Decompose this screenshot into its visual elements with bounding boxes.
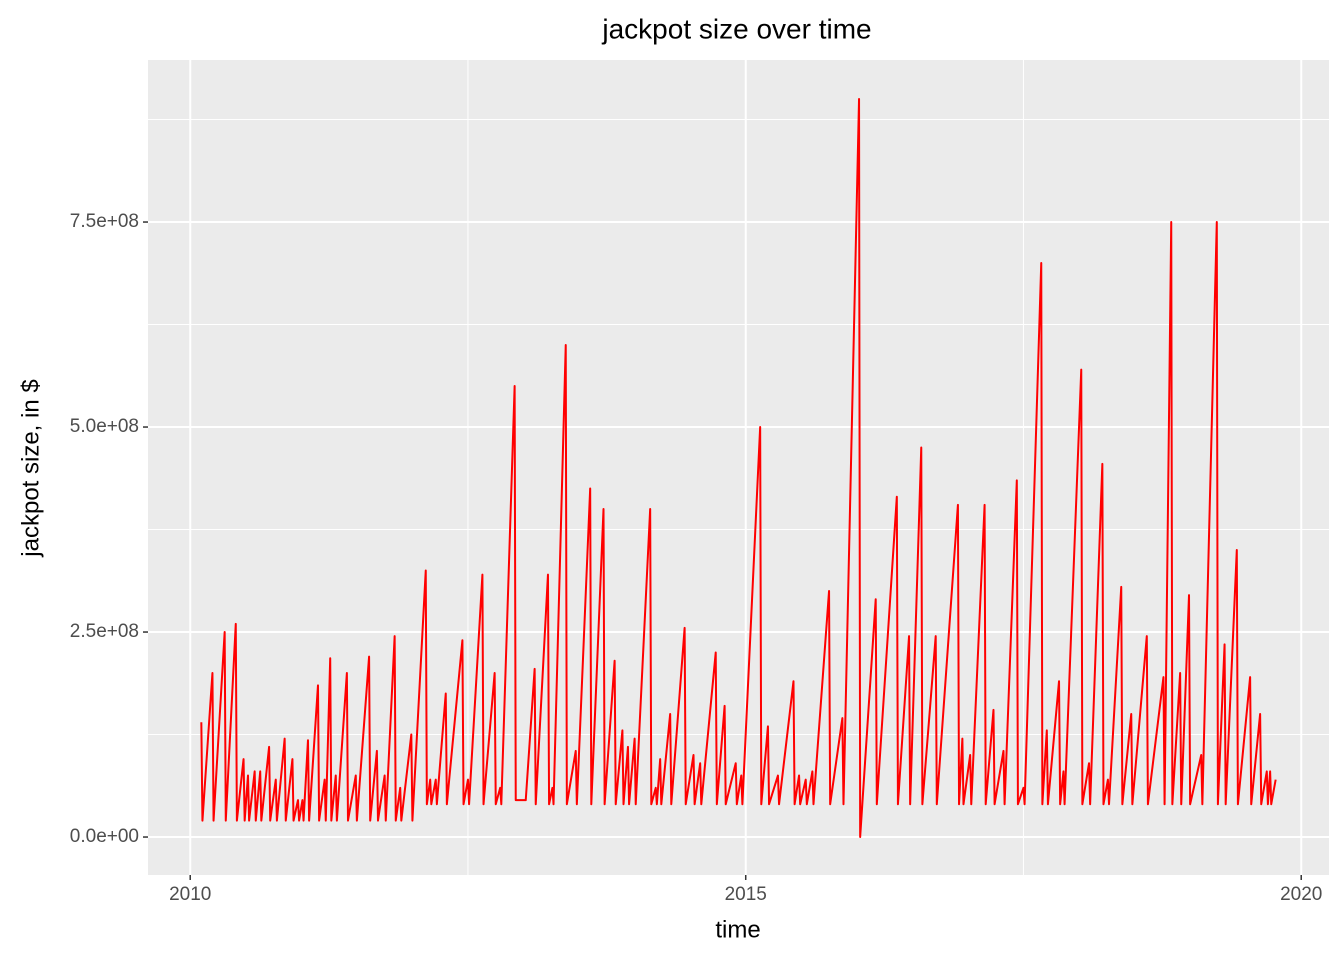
panel — [148, 60, 1329, 875]
y-axis-title: jackpot size, in $ — [17, 379, 44, 557]
y-tick-label: 2.5e+08 — [70, 621, 139, 642]
chart-title: jackpot size over time — [601, 13, 871, 44]
x-axis-title: time — [715, 916, 760, 943]
x-tick-label: 2010 — [169, 884, 211, 905]
data-line — [200, 98, 1277, 839]
y-tick-label: 0.0e+00 — [70, 826, 139, 847]
x-tick-label: 2015 — [725, 884, 767, 905]
grid — [148, 60, 1329, 875]
y-tick-label: 7.5e+08 — [70, 211, 139, 232]
x-tick-label: 2020 — [1280, 884, 1322, 905]
plot — [200, 98, 1277, 839]
y-tick-label: 5.0e+08 — [70, 416, 139, 437]
